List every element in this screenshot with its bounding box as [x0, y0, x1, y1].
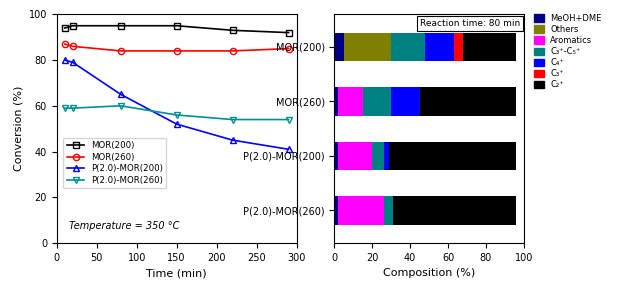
Bar — [420, 87, 516, 116]
X-axis label: Time (min): Time (min) — [146, 268, 207, 278]
P(2.0)-MOR(200) — [173, 122, 180, 126]
Y-axis label: Conversion (%): Conversion (%) — [13, 86, 23, 171]
Bar — [334, 33, 344, 61]
Bar — [363, 87, 391, 116]
P(2.0)-MOR(260) — [117, 104, 124, 108]
Text: Temperature = 350 °C: Temperature = 350 °C — [69, 221, 179, 231]
MOR(200) — [229, 29, 237, 32]
MOR(200) — [61, 26, 69, 30]
Line: P(2.0)-MOR(260): P(2.0)-MOR(260) — [62, 103, 292, 123]
P(2.0)-MOR(200) — [285, 148, 292, 151]
Bar — [389, 142, 516, 170]
Bar — [372, 142, 384, 170]
P(2.0)-MOR(260) — [229, 118, 237, 121]
Bar — [338, 142, 372, 170]
Bar — [391, 33, 425, 61]
Bar — [425, 33, 454, 61]
P(2.0)-MOR(260) — [61, 106, 69, 110]
Bar — [384, 142, 389, 170]
Text: Reaction time: 80 min: Reaction time: 80 min — [420, 19, 520, 28]
Bar — [384, 196, 393, 225]
Bar — [393, 196, 516, 225]
Line: P(2.0)-MOR(200): P(2.0)-MOR(200) — [62, 57, 292, 152]
Bar — [334, 142, 338, 170]
P(2.0)-MOR(200) — [69, 61, 76, 64]
Bar — [338, 87, 363, 116]
Bar — [344, 33, 391, 61]
P(2.0)-MOR(200) — [61, 58, 69, 62]
MOR(260) — [229, 49, 237, 53]
Bar — [338, 196, 384, 225]
MOR(200) — [117, 24, 124, 27]
MOR(260) — [61, 42, 69, 46]
Bar — [334, 87, 338, 116]
MOR(260) — [69, 45, 76, 48]
Bar — [463, 33, 516, 61]
X-axis label: Composition (%): Composition (%) — [383, 268, 475, 278]
MOR(200) — [173, 24, 180, 27]
Legend: MeOH+DME, Others, Aromatics, C₃⁺-C₅⁺, C₄⁺, C₃⁺, C₂⁺: MeOH+DME, Others, Aromatics, C₃⁺-C₅⁺, C₄… — [534, 14, 601, 90]
P(2.0)-MOR(200) — [117, 93, 124, 96]
Legend: MOR(200), MOR(260), P(2.0)-MOR(200), P(2.0)-MOR(260): MOR(200), MOR(260), P(2.0)-MOR(200), P(2… — [64, 138, 167, 188]
MOR(200) — [285, 31, 292, 34]
P(2.0)-MOR(260) — [69, 106, 76, 110]
MOR(260) — [173, 49, 180, 53]
P(2.0)-MOR(260) — [173, 113, 180, 117]
P(2.0)-MOR(200) — [229, 138, 237, 142]
Line: MOR(200): MOR(200) — [62, 23, 292, 36]
MOR(260) — [117, 49, 124, 53]
P(2.0)-MOR(260) — [285, 118, 292, 121]
Line: MOR(260): MOR(260) — [62, 41, 292, 54]
MOR(200) — [69, 24, 76, 27]
MOR(260) — [285, 47, 292, 50]
Bar — [391, 87, 420, 116]
Bar — [334, 196, 338, 225]
Bar — [454, 33, 463, 61]
